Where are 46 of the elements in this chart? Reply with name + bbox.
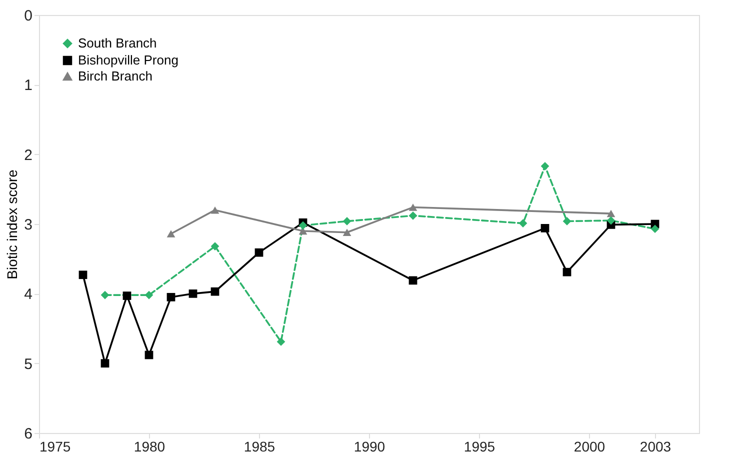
point [408, 204, 418, 211]
point [342, 217, 352, 226]
point [144, 350, 154, 360]
x-tick-label: 2000 [574, 438, 606, 454]
point [100, 290, 110, 300]
point [210, 206, 220, 214]
y-tick-label: 4 [24, 286, 32, 304]
point [408, 211, 418, 220]
x-tick-label: 2003 [640, 438, 672, 454]
point [144, 290, 154, 300]
point [562, 268, 572, 276]
point [78, 270, 88, 280]
y-tick-label: 3 [24, 216, 32, 234]
y-axis-title: Biotic index score [4, 169, 20, 280]
point [210, 242, 220, 250]
point [100, 359, 110, 368]
point [122, 292, 132, 300]
legend-label: Bishopville Prong [78, 52, 178, 68]
point [562, 217, 572, 226]
point [210, 287, 220, 296]
x-tick-label: 1995 [464, 438, 496, 454]
point [276, 338, 286, 346]
point [606, 216, 616, 225]
point [408, 276, 418, 285]
y-tick-label: 1 [24, 77, 32, 94]
point [342, 228, 352, 236]
y-tick-label: 0 [24, 8, 32, 24]
point [606, 210, 616, 218]
x-tick-label: 1975 [40, 438, 71, 454]
point [650, 224, 660, 234]
point [188, 289, 198, 298]
legend-label: South Branch [78, 36, 157, 50]
point [518, 219, 528, 228]
x-tick-label: 1990 [354, 438, 386, 454]
point [166, 230, 176, 238]
y-tick-label: 2 [24, 146, 32, 164]
point [540, 162, 550, 170]
x-tick-label: 1980 [134, 438, 166, 454]
point [298, 221, 308, 230]
y-tick-label: 6 [24, 426, 32, 442]
y-tick-label: 5 [24, 356, 32, 373]
point [540, 224, 550, 232]
legend-label: Birch Branch [78, 68, 152, 84]
x-tick-label: 1985 [244, 438, 276, 454]
point [254, 248, 264, 257]
point [166, 292, 176, 302]
